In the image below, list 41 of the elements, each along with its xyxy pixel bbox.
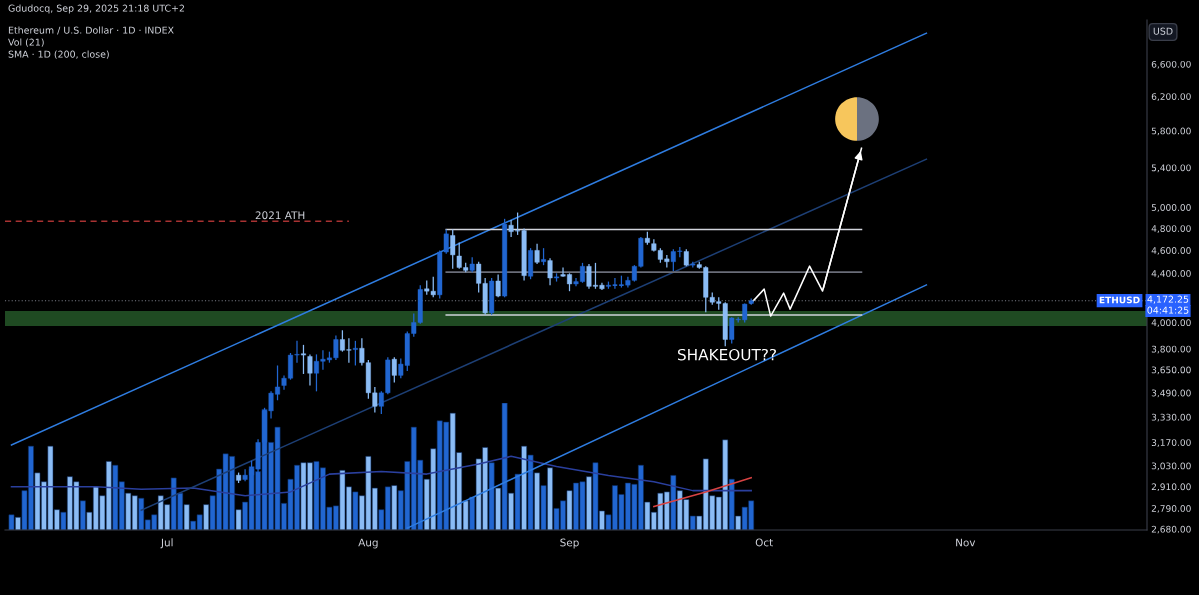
y-tick-label: 2,790.00 bbox=[1151, 505, 1191, 513]
text: USD bbox=[1153, 27, 1173, 35]
text: Gdudocq, Sep 29, 2025 21:18 UTC+2 bbox=[8, 4, 185, 14]
annotation: SHAKEOUT?? bbox=[677, 348, 776, 361]
text: Ethereum / U.S. Dollar · 1D · INDEX bbox=[8, 26, 174, 35]
y-tick-label: 4,600.00 bbox=[1151, 247, 1191, 255]
annotation: SMA · 1D (200, close) bbox=[8, 50, 109, 59]
y-tick-label: 3,650.00 bbox=[1151, 366, 1191, 375]
y-tick-label: 6,600.00 bbox=[1151, 60, 1191, 69]
y-tick-label: 3,030.00 bbox=[1151, 462, 1191, 471]
y-tick-label: 4,400.00 bbox=[1151, 270, 1191, 278]
candlestick bbox=[611, 277, 619, 290]
y-tick-label: 3,800.00 bbox=[1151, 345, 1191, 354]
y-tick-label: 5,000.00 bbox=[1151, 204, 1191, 212]
candlestick bbox=[301, 344, 306, 375]
x-tick-label: Aug bbox=[358, 538, 378, 549]
text: 04:41:25 bbox=[1147, 306, 1189, 314]
x-tick-label: Oct bbox=[755, 538, 773, 547]
y-tick-label: 2,910.00 bbox=[1151, 483, 1191, 492]
line-series bbox=[750, 147, 863, 317]
y-tick-label: 4,000.00 bbox=[1151, 319, 1191, 327]
y-tick-label: 4,800.00 bbox=[1151, 225, 1191, 233]
ref-line-label: ETHUSD bbox=[1099, 296, 1140, 304]
y-tick-label: 3,490.00 bbox=[1151, 389, 1191, 398]
series-label: 2021 ATH bbox=[255, 211, 305, 220]
y-tick-label: 2,680.00 bbox=[1151, 525, 1191, 534]
annotation: Vol (21) bbox=[8, 38, 44, 47]
y-tick-label: 3,330.00 bbox=[1151, 413, 1191, 422]
y-tick-label: 5,400.00 bbox=[1151, 164, 1191, 173]
x-tick-label: Nov bbox=[956, 538, 976, 547]
candlestick bbox=[352, 340, 358, 367]
text: 4,172.25 bbox=[1147, 295, 1189, 304]
y-tick-label: 6,200.00 bbox=[1151, 93, 1191, 101]
candlestick bbox=[534, 243, 540, 265]
candlestick bbox=[547, 257, 553, 286]
candlestick bbox=[307, 353, 313, 387]
candlestick bbox=[391, 356, 397, 384]
x-tick-label: Sep bbox=[560, 538, 579, 549]
y-tick-label: 5,800.00 bbox=[1151, 127, 1191, 136]
x-tick-label: Jul bbox=[160, 538, 173, 549]
y-tick-label: 3,170.00 bbox=[1151, 439, 1191, 447]
